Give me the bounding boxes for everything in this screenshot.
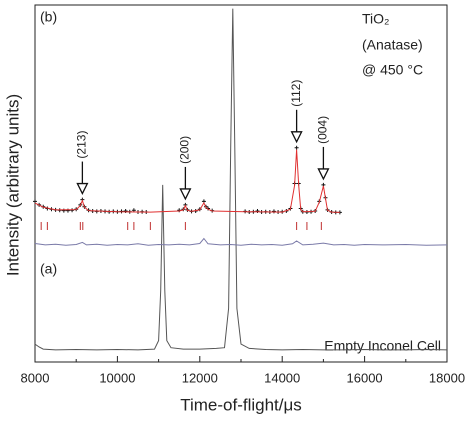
peak-arrowhead: [317, 168, 330, 181]
plot-frame: [34, 4, 448, 363]
data-point: [123, 208, 128, 213]
peak-label: (213): [75, 131, 89, 159]
sample-label: @ 450 °C: [362, 62, 423, 78]
data-point: [294, 145, 299, 150]
data-point: [271, 209, 276, 214]
x-tick-label: 18000: [429, 370, 465, 385]
x-tick-label: 10000: [99, 370, 135, 385]
x-tick-label: 16000: [347, 370, 383, 385]
y-axis-label: Intensity (arbitrary units): [3, 94, 22, 276]
series-line: [34, 237, 448, 246]
sample-label: (Anatase): [362, 37, 423, 53]
data-point: [70, 208, 75, 213]
x-tick-label: 12000: [182, 370, 218, 385]
peak-arrowhead: [290, 131, 303, 144]
peak-arrowhead: [179, 188, 192, 201]
sample-label: TiO₂: [362, 11, 389, 27]
data-point: [255, 208, 260, 213]
empty-cell-label: Empty Inconel Cell: [324, 338, 441, 354]
peak-label: (200): [178, 136, 192, 164]
panel-label: (a): [40, 261, 57, 277]
x-axis-label: Time-of-flight/μs: [180, 395, 302, 414]
series-line: [34, 8, 448, 351]
peak-label: (004): [316, 116, 330, 144]
data-point: [33, 199, 37, 204]
data-point: [61, 208, 66, 213]
peak-label: (112): [289, 80, 303, 107]
x-tick-label: 8000: [21, 370, 50, 385]
panel-label: (b): [40, 9, 57, 25]
series-line: [34, 149, 340, 213]
x-tick-label: 14000: [264, 370, 300, 385]
peak-arrowhead: [76, 182, 89, 196]
